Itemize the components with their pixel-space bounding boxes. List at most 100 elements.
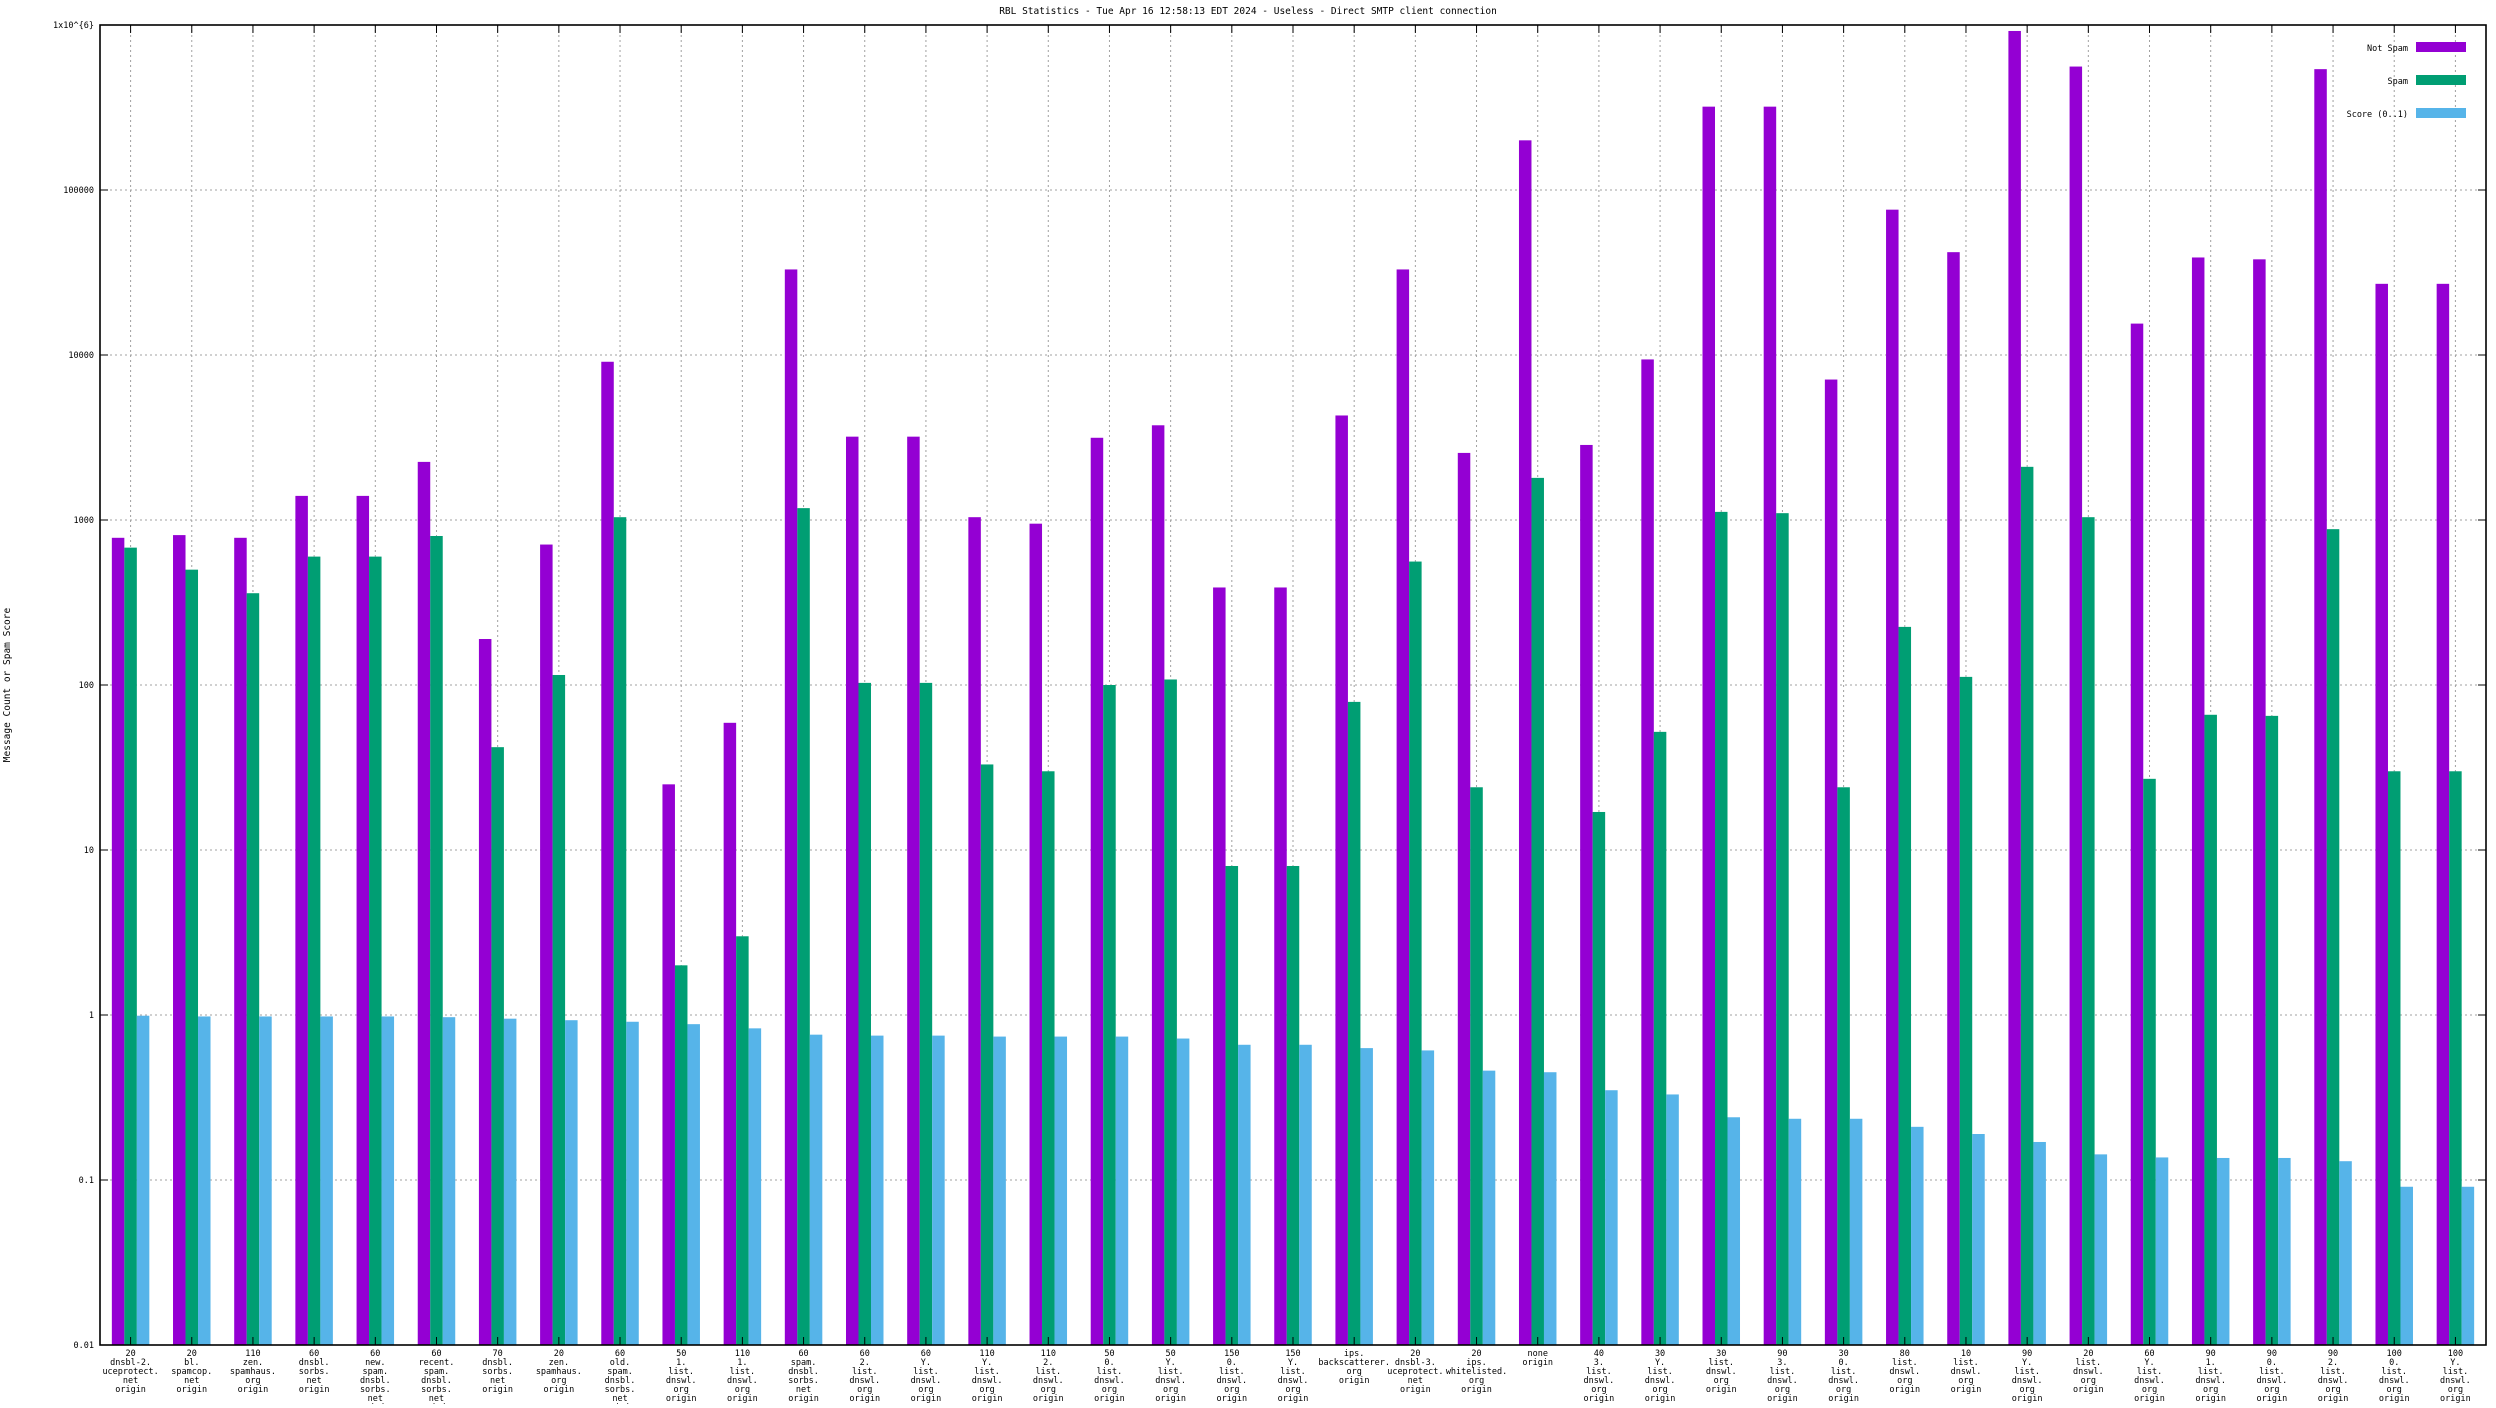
bar-not-spam [417,461,431,1345]
bar-score-0-1 [442,1017,456,1345]
x-tick-label: 10 list. dnswl. org origin [1951,1349,1982,1395]
bar-score-0-1 [565,1020,578,1345]
bar-score-0-1 [1543,1072,1557,1345]
x-tick-label: 110 zen. spamhaus. org origin [230,1349,276,1395]
x-tick-label: ips. backscatterer. org origin [1318,1349,1390,1386]
legend-label: Score (0..1) [2347,110,2408,120]
bar-score-0-1 [381,1016,395,1345]
bar-not-spam [1886,209,1899,1345]
bar-spam [2020,466,2034,1345]
bar-spam [2326,529,2340,1345]
bar-score-0-1 [2094,1154,2108,1345]
bar-spam [1286,865,1300,1345]
bar-not-spam [1641,359,1654,1345]
bar-not-spam [1396,269,1410,1345]
bar-not-spam [1457,452,1471,1345]
bar-spam [2204,714,2217,1345]
bar-not-spam [907,436,920,1345]
x-tick-label: 50 Y. list. dnswl. org origin [1155,1349,1186,1404]
bar-spam [124,547,137,1345]
bar-spam [369,556,382,1345]
bar-spam [307,556,321,1345]
bar-score-0-1 [2461,1186,2475,1345]
bar-spam [1715,511,1728,1345]
x-tick-label: 60 2. list. dnswl. org origin [849,1349,880,1404]
bar-score-0-1 [1911,1126,1924,1345]
bar-score-0-1 [503,1018,517,1345]
x-tick-label: 30 0. list. dnswl. org origin [1828,1349,1859,1404]
bar-spam [613,517,627,1345]
x-tick-label: 60 Y. list. dnswl. org origin [911,1349,942,1404]
bar-score-0-1 [1360,1048,1373,1345]
bar-not-spam [2069,66,2083,1346]
x-tick-label: 150 0. list. dnswl. org origin [1216,1349,1247,1404]
bar-not-spam [662,784,675,1345]
x-tick-label: 20 ips. whitelisted. org origin [1446,1349,1507,1395]
bar-score-0-1 [1421,1050,1435,1345]
bar-score-0-1 [1666,1094,1679,1345]
bar-spam [858,682,871,1345]
legend-label: Spam [2388,77,2408,87]
y-tick-label: 100 [79,681,94,691]
bar-score-0-1 [1115,1036,1129,1345]
bar-spam [674,965,688,1345]
bar-score-0-1 [259,1016,272,1345]
x-tick-label: 100 Y. list. dnswl. org origin [2440,1349,2471,1404]
bar-spam [1042,771,1055,1345]
x-tick-label: 50 1. list. dnswl. org origin [666,1349,697,1404]
y-tick-label: 0.01 [74,1341,94,1351]
bar-score-0-1 [1605,1090,1618,1345]
bar-score-0-1 [870,1035,884,1345]
x-tick-label: 20 dnsbl-2. uceprotect. net origin [102,1349,158,1395]
x-tick-label: 90 Y. list. dnswl. org origin [2012,1349,2043,1404]
bar-not-spam [1029,523,1043,1345]
x-tick-label: 20 list. dnswl. org origin [2073,1349,2104,1395]
bar-spam [2143,778,2156,1345]
x-tick-label: 20 bl. spamcop. net origin [171,1349,212,1395]
x-tick-label: 20 dnsbl-3. uceprotect. net origin [1387,1349,1443,1395]
bar-spam [1409,561,1422,1345]
bar-not-spam [1151,425,1165,1345]
bar-spam [2449,771,2462,1345]
x-tick-label: 90 0. list. dnswl. org origin [2257,1349,2288,1404]
x-tick-label: 90 3. list. dnswl. org origin [1767,1349,1798,1404]
y-tick-label: 0.1 [79,1176,94,1186]
x-tick-label: 100 0. list. dnswl. org origin [2379,1349,2410,1404]
x-tick-label: 110 2. list. dnswl. org origin [1033,1349,1064,1404]
bar-not-spam [111,537,125,1345]
x-tick-label: 60 Y. list. dnswl. org origin [2134,1349,2165,1404]
bar-not-spam [601,361,614,1345]
bar-not-spam [723,722,737,1345]
bar-not-spam [2375,283,2388,1346]
y-tick-label: 100000 [63,186,94,196]
bar-not-spam [356,495,370,1345]
bar-not-spam [2191,257,2205,1345]
bar-not-spam [2130,323,2144,1345]
bar-score-0-1 [320,1016,333,1345]
bar-not-spam [1213,587,1226,1345]
bar-spam [1837,787,1850,1345]
bar-not-spam [1274,587,1287,1345]
bar-not-spam [784,269,798,1345]
bar-spam [552,674,566,1345]
y-tick-label: 1000 [74,516,94,526]
bar-spam [2387,771,2401,1345]
bar-not-spam [478,639,492,1345]
legend-label: Not Spam [2367,44,2408,54]
bar-spam [1164,679,1177,1345]
x-tick-label: 50 0. list. dnswl. org origin [1094,1349,1125,1404]
bar-spam [1531,477,1544,1346]
bar-score-0-1 [1176,1038,1190,1345]
bar-score-0-1 [748,1028,762,1345]
chart-title: RBL Statistics - Tue Apr 16 12:58:13 EDT… [999,6,1497,17]
bar-score-0-1 [1849,1118,1863,1345]
x-tick-label: 90 2. list. dnswl. org origin [2318,1349,2349,1404]
y-tick-label: 1 [89,1011,94,1021]
bar-score-0-1 [1299,1044,1312,1345]
bar-not-spam [1518,140,1532,1345]
bar-score-0-1 [2033,1141,2046,1345]
bar-spam [980,764,994,1345]
bar-spam [1898,626,1912,1345]
bar-spam [1225,865,1239,1345]
